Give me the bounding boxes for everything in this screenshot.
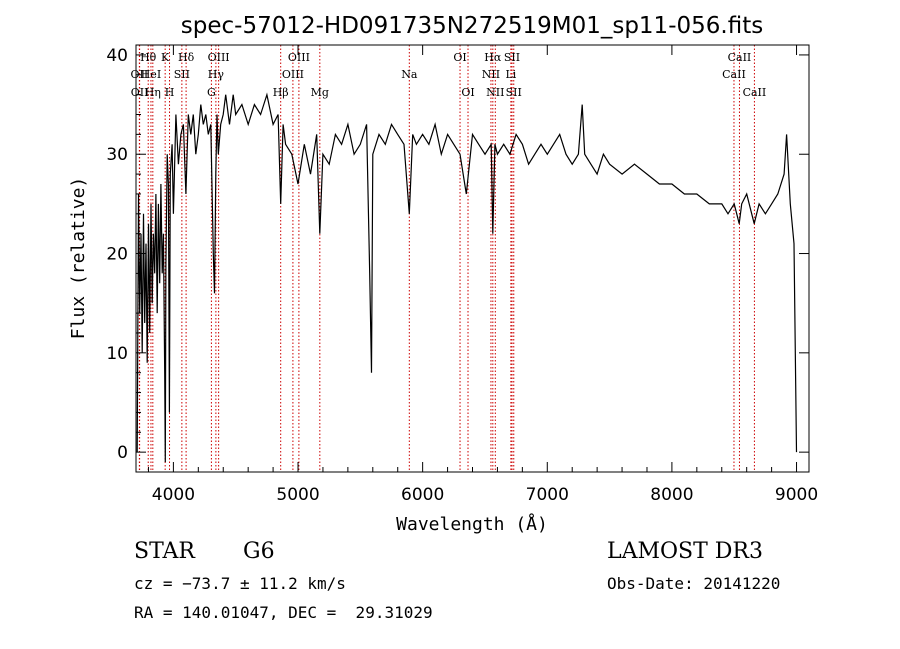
line-marker-label-16: Na — [401, 68, 418, 81]
line-marker-label-7: H — [165, 86, 175, 99]
line-marker-label-26: CaII — [722, 68, 746, 81]
line-marker-label-3: K — [161, 51, 170, 64]
y-axis-label: Flux (relative) — [68, 177, 89, 340]
line-marker-label-27: CaII — [743, 86, 767, 99]
object-subclass: G6 — [243, 539, 275, 564]
line-marker-label-21: NII — [486, 86, 504, 99]
line-marker-label-10: Hγ — [208, 68, 225, 81]
observation-date: Obs-Date: 20141220 — [607, 574, 781, 593]
x-tick-label-9000: 9000 — [775, 485, 818, 505]
object-class: STAR — [134, 539, 195, 564]
y-tick-label-40: 40 — [106, 46, 128, 66]
line-marker-label-5: Hη — [145, 86, 161, 99]
line-marker-label-6: SII — [174, 68, 190, 81]
y-tick-label-0: 0 — [117, 443, 128, 463]
plot-frame — [135, 44, 810, 473]
spectrum-line — [136, 92, 798, 463]
x-axis-label: Wavelength (Å) — [396, 513, 548, 535]
x-tick-label-4000: 4000 — [152, 485, 195, 505]
line-marker-label-22: SII — [504, 51, 520, 64]
line-marker-label-20: NII — [482, 68, 500, 81]
line-marker-label-0: Hθ — [140, 51, 157, 64]
line-marker-label-12: Hβ — [273, 86, 289, 99]
spectral-line-markers — [138, 45, 755, 472]
y-tick-label-20: 20 — [106, 245, 128, 265]
x-tick-label-7000: 7000 — [526, 485, 569, 505]
x-tick-label-5000: 5000 — [276, 485, 319, 505]
line-marker-label-2: OII — [131, 86, 149, 99]
y-tick-label-10: 10 — [106, 344, 128, 364]
survey-name: LAMOST DR3 — [607, 539, 763, 564]
line-marker-label-4: HeI — [141, 68, 161, 81]
coordinates-readout: RA = 140.01047, DEC = 29.31029 — [134, 603, 433, 622]
x-tick-label-8000: 8000 — [650, 485, 693, 505]
redshift-readout: cz = −73.7 ± 11.2 km/s — [134, 574, 346, 593]
x-axis-ticks: 4000 5000 6000 7000 8000 9000 — [147, 45, 818, 505]
line-marker-label-11: G — [207, 86, 216, 99]
y-axis-ticks: 0 10 20 30 40 — [106, 46, 809, 473]
x-tick-label-6000: 6000 — [401, 485, 444, 505]
line-marker-label-18: OI — [461, 86, 474, 99]
chart-title: spec-57012-HD091735N272519M01_sp11-056.f… — [181, 13, 763, 39]
line-marker-label-15: Mg — [311, 86, 329, 99]
line-marker-label-8: Hδ — [178, 51, 195, 64]
line-marker-label-23: Li — [505, 68, 516, 81]
line-marker-label-13: OIII — [288, 51, 310, 64]
line-marker-label-24: SII — [506, 86, 522, 99]
line-marker-label-9: OIII — [208, 51, 230, 64]
y-tick-label-30: 30 — [106, 145, 128, 165]
line-marker-label-25: CaII — [728, 51, 752, 64]
line-marker-label-17: OI — [453, 51, 466, 64]
line-marker-label-19: Hα — [484, 51, 502, 64]
line-marker-label-14: OIII — [282, 68, 304, 81]
